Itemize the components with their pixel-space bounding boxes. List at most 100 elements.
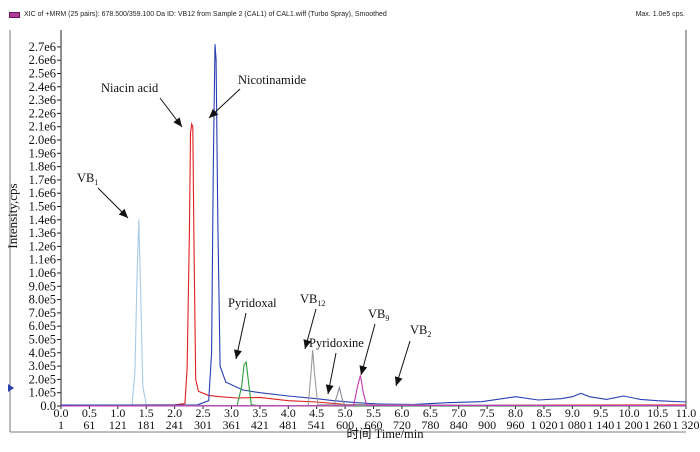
x-scan-label: 421 [251,418,269,432]
y-tick-label: 1.2e6 [29,239,56,253]
series-line [60,44,687,406]
x-scan-label: 840 [450,418,468,432]
y-tick-label: 1.4e6 [29,213,56,227]
x-tick-label: 4.0 [281,406,296,420]
x-tick-label: 3.5 [252,406,267,420]
series-layer [60,44,687,407]
x-tick-label: 6.5 [423,406,438,420]
x-scan-label: 301 [194,418,212,432]
x-tick-label: 0.5 [82,406,97,420]
peak-annotation: Niacin acid [101,81,159,95]
x-scan-label: 61 [83,418,95,432]
x-tick-label: 11.0 [676,406,697,420]
x-tick-label: 7.0 [451,406,466,420]
y-tick-label: 3.0e5 [29,359,56,373]
peak-annotation: VB12 [300,292,325,308]
x-tick-label: 0.0 [54,406,69,420]
y-tick-label: 1.3e6 [29,226,56,240]
y-tick-label: 2.3e6 [29,93,56,107]
series-color-icon [9,12,20,18]
x-scan-label: 600 [336,418,354,432]
series-line [60,121,687,407]
x-tick-label: 1.0 [110,406,125,420]
x-scan-label: 1 320 [673,418,700,432]
x-scan-label: 121 [109,418,127,432]
arrowhead-icon [325,384,334,394]
x-scan-label: 1 080 [559,418,586,432]
y-tick-label: 9.0e5 [29,279,56,293]
y-tick-label: 0.0 [40,399,56,413]
y-tick-label: 2.5e6 [29,67,56,81]
y-tick-label: 5.0e5 [29,333,56,347]
y-tick-label: 1.0e5 [29,386,56,400]
y-tick-label: 7.0e5 [29,306,56,320]
y-tick-label: 2.7e6 [29,40,56,54]
y-tick-label: 2.0e6 [29,133,56,147]
arrowhead-icon [234,349,242,359]
x-tick-label: 9.5 [593,406,608,420]
x-tick-label: 8.0 [508,406,523,420]
x-tick-label: 4.5 [309,406,324,420]
x-tick-label: 5.5 [366,406,381,420]
y-tick-label: 2.2e6 [29,106,56,120]
x-tick-label: 5.0 [338,406,353,420]
x-scan-label: 1 [58,418,64,432]
y-tick-label: 8.0e5 [29,293,56,307]
x-tick-label: 9.0 [565,406,580,420]
peak-annotation: VB2 [410,323,431,339]
x-tick-label: 2.5 [196,406,211,420]
x-axis-title: 时间 Time/min [347,427,425,441]
x-tick-label: 10.0 [619,406,640,420]
x-scan-label: 1 020 [530,418,557,432]
x-scan-label: 361 [222,418,240,432]
y-tick-label: 1.5e6 [29,200,56,214]
arrowhead-icon [118,208,128,218]
peak-annotation: VB9 [368,307,389,323]
y-tick-label: 1.1e6 [29,253,56,267]
x-scan-label: 960 [507,418,525,432]
max-intensity-label: Max. 1.0e5 cps. [635,11,685,18]
series-line [60,360,686,407]
x-scan-label: 181 [137,418,155,432]
x-scan-label: 541 [308,418,326,432]
x-scan-label: 780 [421,418,439,432]
x-scan-label: 900 [478,418,496,432]
peak-annotation: VB1 [77,171,98,187]
x-scan-label: 241 [166,418,184,432]
x-scan-label: 660 [365,418,383,432]
chart-header: XIC of +MRM (25 pairs): 678.500/359.100 … [0,0,700,22]
y-tick-label: 2.0e5 [29,372,56,386]
x-tick-label: 7.5 [480,406,495,420]
x-scan-label: 720 [393,418,411,432]
y-ticks: 0.01.0e52.0e53.0e54.0e55.0e56.0e57.0e58.… [29,40,61,413]
series-line [60,375,687,407]
x-tick-label: 1.5 [139,406,154,420]
y-tick-label: 2.1e6 [29,120,56,134]
arrowhead-icon [394,376,403,386]
x-tick-label: 6.0 [394,406,409,420]
y-tick-label: 1.6e6 [29,186,56,200]
peak-annotation: Nicotinamide [238,73,306,87]
x-tick-label: 2.0 [167,406,182,420]
x-scan-label: 1 200 [616,418,643,432]
y-tick-label: 2.6e6 [29,53,56,67]
peak-annotation: Pyridoxal [228,296,277,310]
y-tick-label: 4.0e5 [29,346,56,360]
y-tick-label: 1.9e6 [29,146,56,160]
y-tick-label: 2.4e6 [29,80,56,94]
annotation-layer: VB1 Niacin acid Nicotinamide Pyridoxal VB12 P… [77,73,431,395]
arrowhead-icon [209,108,219,118]
arrowhead-icon [173,117,182,127]
x-scan-label: 1 260 [644,418,671,432]
x-tick-label: 3.0 [224,406,239,420]
y-tick-label: 1.0e6 [29,266,56,280]
y-tick-label: 6.0e5 [29,319,56,333]
x-scan-label: 481 [279,418,297,432]
peak-annotation: Pyridoxine [309,336,364,350]
marker-arrow-icon [8,384,14,392]
chart-description: XIC of +MRM (25 pairs): 678.500/359.100 … [24,11,387,18]
x-scan-label: 1 140 [587,418,614,432]
arrowhead-icon [359,365,368,375]
